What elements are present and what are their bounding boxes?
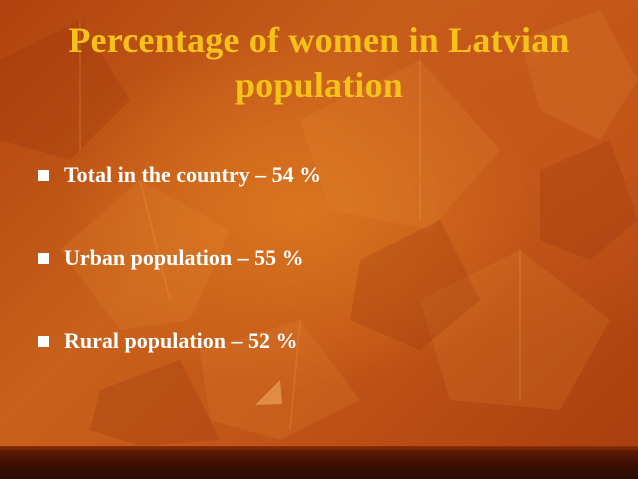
bullet-text-rural: Rural population – 52 % bbox=[64, 328, 298, 353]
bottom-band bbox=[0, 446, 638, 479]
slide-title: Percentage of women in Latvian populatio… bbox=[20, 18, 618, 108]
bullet-text-urban: Urban population – 55 % bbox=[64, 245, 304, 270]
bullet-text-total: Total in the country – 54 % bbox=[64, 162, 322, 187]
bullet-item-urban: Urban population – 55 % bbox=[38, 240, 321, 276]
bullet-list: Total in the country – 54 % Urban popula… bbox=[38, 157, 321, 406]
bullet-item-total: Total in the country – 54 % bbox=[38, 157, 321, 193]
bullet-item-rural: Rural population – 52 % bbox=[38, 323, 321, 359]
square-bullet-icon bbox=[38, 335, 49, 347]
square-bullet-icon bbox=[38, 169, 49, 181]
decorative-triangle bbox=[255, 380, 282, 405]
title-line-2: population bbox=[234, 65, 404, 105]
title-line-1: Percentage of women in Latvian bbox=[68, 20, 570, 60]
square-bullet-icon bbox=[38, 252, 49, 264]
